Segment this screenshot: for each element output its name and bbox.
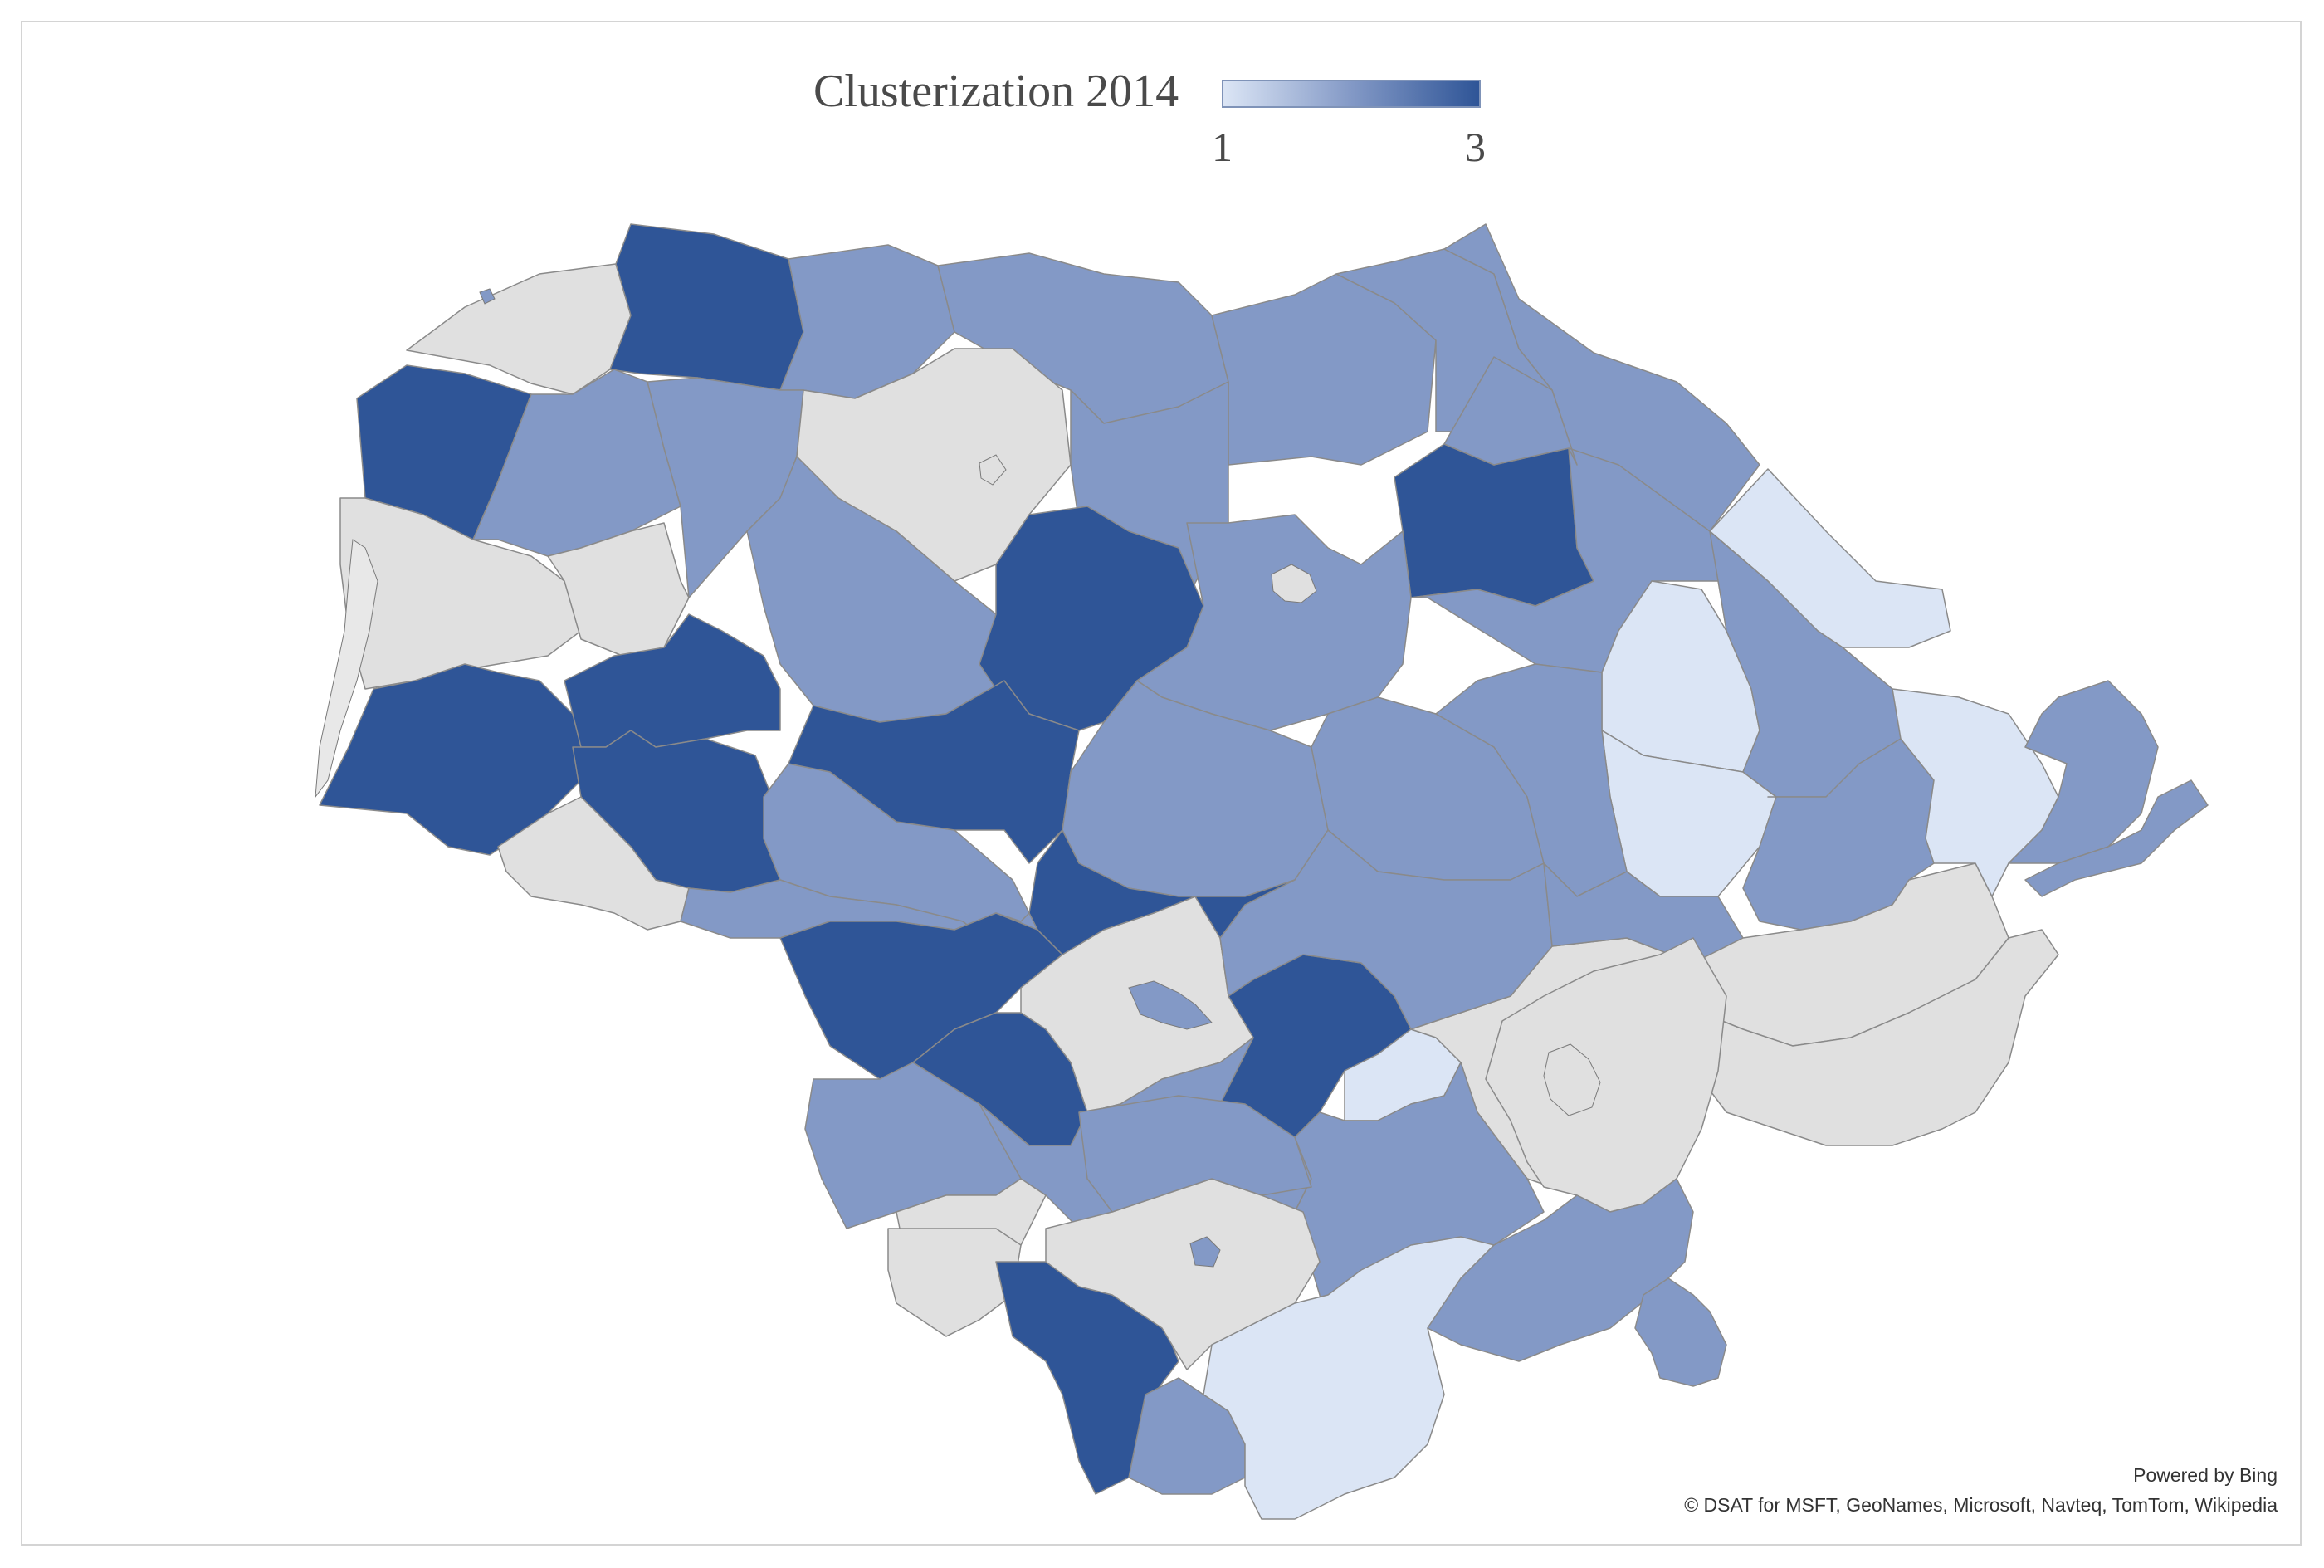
legend-title: Clusterization 2014: [813, 66, 1179, 117]
lake-kaunas: [1128, 980, 1213, 1030]
region-r02[interactable]: [609, 223, 804, 391]
lake-north-center: [979, 454, 1007, 486]
lake-vilnius: [1543, 1043, 1601, 1116]
region-r26[interactable]: [788, 680, 1080, 864]
legend-max-label: 3: [1465, 124, 1486, 170]
region-center-south-mid[interactable]: [1078, 1095, 1312, 1213]
powered-by-label: Powered by Bing: [2133, 1464, 2278, 1486]
legend-min-label: 1: [1212, 124, 1233, 170]
region-r46[interactable]: [2008, 680, 2159, 864]
region-r47[interactable]: [1028, 829, 1296, 955]
region-r48[interactable]: [2024, 779, 2209, 897]
region-south-east-light[interactable]: [1203, 1236, 1495, 1520]
region-r18[interactable]: [547, 522, 690, 657]
region-east-exclave[interactable]: [1634, 1277, 1727, 1387]
lake-center: [1271, 564, 1317, 603]
region-r13[interactable]: [1394, 443, 1594, 607]
region-south-west-grey[interactable]: [887, 1228, 1022, 1337]
region-r07[interactable]: [1443, 223, 1760, 532]
legend-color-scale: [1222, 80, 1481, 108]
region-r44[interactable]: [1701, 929, 2059, 1146]
lake-alytus: [1189, 1236, 1221, 1268]
region-r45[interactable]: [1892, 688, 2059, 897]
copyright-label: © DSAT for MSFT, GeoNames, Microsoft, Na…: [1684, 1494, 2278, 1516]
lake-coastal-lagoon: [315, 539, 378, 799]
lake-north-small: [479, 288, 496, 305]
region-r39[interactable]: [1219, 829, 1553, 1030]
attribution: Powered by Bing © DSAT for MSFT, GeoName…: [1684, 1460, 2278, 1520]
